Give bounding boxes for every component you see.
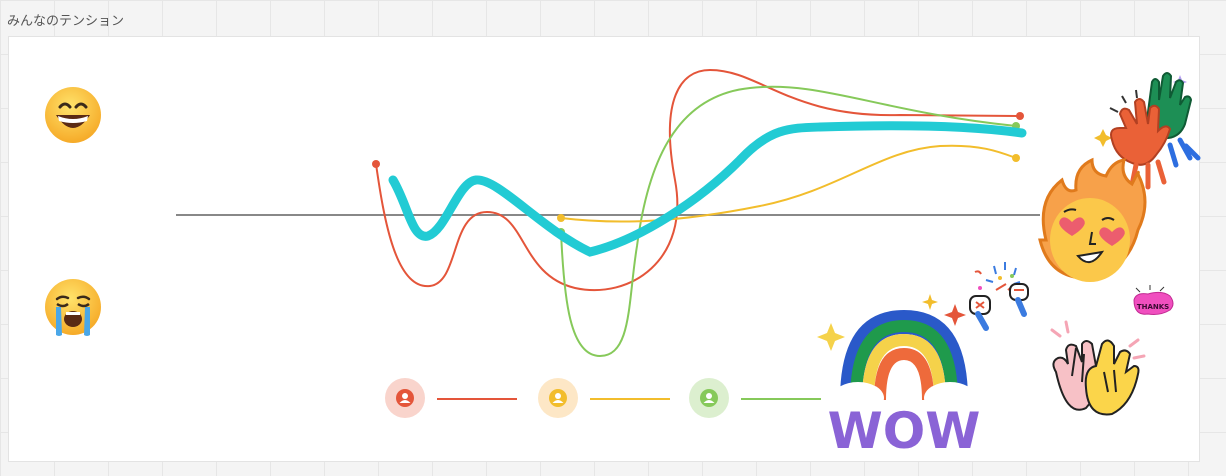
crying-face-emoji — [45, 279, 101, 336]
legend-avatar-orange[interactable] — [538, 378, 578, 418]
mood-point-orange-start — [557, 214, 565, 222]
legend-avatar-green[interactable] — [689, 378, 729, 418]
frame-title[interactable]: みんなのテンション — [7, 14, 125, 29]
legend-avatar-red[interactable] — [385, 378, 425, 418]
user-icon — [396, 389, 414, 407]
legend-line-red — [437, 398, 517, 400]
mood-line-teal — [388, 121, 1027, 257]
mood-point-orange-end — [1012, 154, 1020, 162]
mood-line-orange — [560, 144, 1017, 223]
grinning-face-emoji — [45, 87, 101, 143]
mood-line-green — [560, 85, 1017, 358]
legend-line-green — [741, 398, 821, 400]
mood-line-red — [375, 68, 1021, 292]
user-icon — [700, 389, 718, 407]
mood-point-red-end — [1016, 112, 1024, 120]
legend-line-orange — [590, 398, 670, 400]
mood-point-red-start — [372, 160, 380, 168]
user-icon — [549, 389, 567, 407]
